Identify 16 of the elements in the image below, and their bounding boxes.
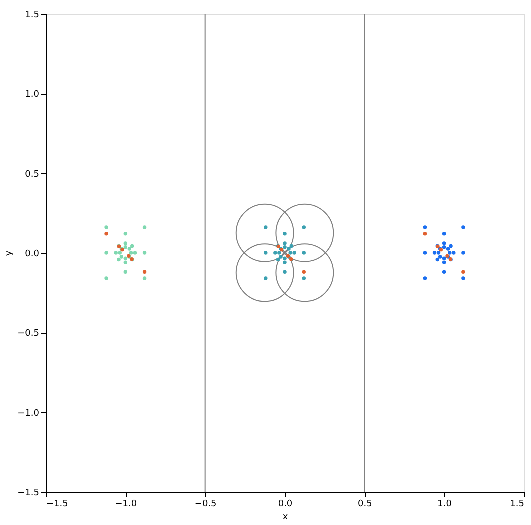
y-tick-label: 1.0 xyxy=(25,90,40,100)
x-tick-label: 0.0 xyxy=(278,500,293,510)
x-tick-label: 1.5 xyxy=(510,500,524,510)
x-tick-label: 1.0 xyxy=(438,500,452,510)
x-tick-label: 0.5 xyxy=(358,500,372,510)
y-tick-label: 1.5 xyxy=(25,10,40,20)
y-tick-label: −1.0 xyxy=(18,408,40,419)
x-axis-title: x xyxy=(282,512,289,522)
y-tick-label: 0.0 xyxy=(25,250,40,260)
y-tick-label: 0.5 xyxy=(25,170,40,180)
y-axis-title: y xyxy=(4,250,15,256)
x-tick-label: −1.5 xyxy=(46,500,68,510)
y-tick-label: −1.5 xyxy=(18,488,40,498)
x-tick-label: −0.5 xyxy=(194,500,217,510)
x-tick-label: −1.0 xyxy=(115,500,138,510)
y-tick-label: −0.5 xyxy=(18,329,40,340)
